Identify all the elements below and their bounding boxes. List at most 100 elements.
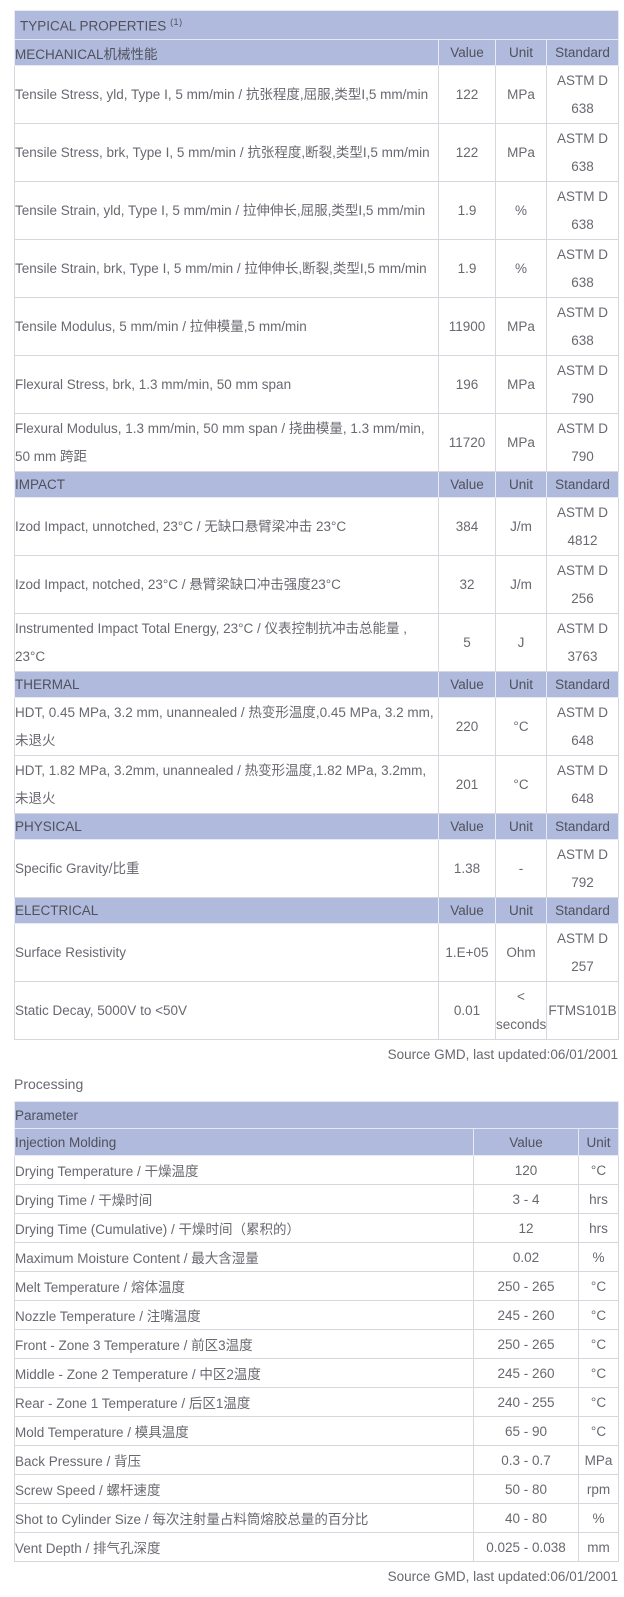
property-standard-cell: ASTM D 790 — [546, 355, 619, 414]
column-header-standard: Standard — [546, 471, 619, 498]
property-row: Specific Gravity/比重 1.38- ASTM D 792 — [14, 839, 619, 898]
property-unit-cell: °C — [495, 697, 547, 756]
processing-unit-cell: °C — [578, 1300, 619, 1330]
processing-parameter-cell: Mold Temperature / 模具温度 — [14, 1416, 474, 1446]
processing-unit-cell: % — [578, 1503, 619, 1533]
processing-unit-cell: hrs — [578, 1213, 619, 1243]
processing-value-cell: 65 - 90 — [473, 1416, 579, 1446]
processing-parameter-cell: Screw Speed / 螺杆速度 — [14, 1474, 474, 1504]
processing-value-cell: 250 - 265 — [473, 1329, 579, 1359]
property-unit-cell: < seconds — [495, 981, 547, 1040]
property-unit-cell: MPa — [495, 355, 547, 414]
section-header-row: THERMAL Value Unit Standard — [14, 671, 619, 698]
processing-parameter-cell: Back Pressure / 背压 — [14, 1445, 474, 1475]
processing-value-cell: 0.3 - 0.7 — [473, 1445, 579, 1475]
processing-row: Mold Temperature / 模具温度 65 - 90 °C — [14, 1416, 619, 1446]
property-row: Tensile Stress, brk, Type I, 5 mm/min / … — [14, 123, 619, 182]
footnote-marker: (1) — [170, 16, 183, 27]
processing-value-cell: 3 - 4 — [473, 1184, 579, 1214]
processing-row: Front - Zone 3 Temperature / 前区3温度 250 - … — [14, 1329, 619, 1359]
section-name-cell: IMPACT — [14, 471, 439, 498]
property-unit-cell: MPa — [495, 123, 547, 182]
section-header-row: IMPACT Value Unit Standard — [14, 471, 619, 498]
property-standard-cell: ASTM D 4812 — [546, 497, 619, 556]
property-row: Surface Resistivity 1.E+05 Ohm ASTM D 257 — [14, 923, 619, 982]
column-header-standard: Standard — [546, 39, 619, 66]
column-header-value: Value — [438, 813, 496, 840]
property-name-cell: Tensile Modulus, 5 mm/min / 拉伸模量,5 mm/mi… — [14, 297, 439, 356]
column-header-standard: Standard — [546, 813, 619, 840]
processing-parameter-cell: Rear - Zone 1 Temperature / 后区1温度 — [14, 1387, 474, 1417]
section-header-row: PHYSICAL Value Unit Standard — [14, 813, 619, 840]
property-standard-cell: ASTM D 638 — [546, 239, 619, 298]
processing-parameter-cell: Front - Zone 3 Temperature / 前区3温度 — [14, 1329, 474, 1359]
property-unit-cell: J/m — [495, 555, 547, 614]
processing-row: Vent Depth / 排气孔深度 0.025 - 0.038 mm — [14, 1532, 619, 1562]
property-standard-cell: ASTM D 638 — [546, 123, 619, 182]
property-standard-cell: ASTM D 256 — [546, 555, 619, 614]
processing-row: Shot to Cylinder Size / 每次注射量占料筒熔胶总量的百分比… — [14, 1503, 619, 1533]
property-row: Instrumented Impact Total Energy, 23°C /… — [14, 613, 619, 672]
property-row: Flexural Stress, brk, 1.3 mm/min, 50 mm … — [14, 355, 619, 414]
property-row: Flexural Modulus, 1.3 mm/min, 50 mm span… — [14, 413, 619, 472]
property-unit-cell: % — [495, 181, 547, 240]
property-standard-cell: ASTM D 648 — [546, 755, 619, 814]
processing-parameter-cell: Middle - Zone 2 Temperature / 中区2温度 — [14, 1358, 474, 1388]
section-name-cell: ELECTRICAL — [14, 897, 439, 924]
typical-properties-title-row: TYPICAL PROPERTIES (1) — [14, 10, 619, 40]
property-value-cell: 384 — [438, 497, 496, 556]
processing-unit-cell: °C — [578, 1155, 619, 1185]
column-header-unit: Unit — [495, 471, 547, 498]
processing-unit-cell: % — [578, 1242, 619, 1272]
column-header-value: Value — [438, 671, 496, 698]
processing-value-cell: 245 - 260 — [473, 1300, 579, 1330]
processing-row: Middle - Zone 2 Temperature / 中区2温度 245 -… — [14, 1358, 619, 1388]
property-row: Static Decay, 5000V to <50V 0.01 < seconds… — [14, 981, 619, 1040]
property-name-cell: Izod Impact, notched, 23°C / 悬臂梁缺口冲击强度23… — [14, 555, 439, 614]
column-header-value: Value — [438, 39, 496, 66]
property-name-cell: Tensile Strain, brk, Type I, 5 mm/min / … — [14, 239, 439, 298]
processing-row: Drying Time / 干燥时间 3 - 4 hrs — [14, 1184, 619, 1214]
processing-row: Drying Time (Cumulative) / 干燥时间（累积的） 12 hr… — [14, 1213, 619, 1243]
property-name-cell: Flexural Stress, brk, 1.3 mm/min, 50 mm … — [14, 355, 439, 414]
processing-value-cell: 12 — [473, 1213, 579, 1243]
property-value-cell: 32 — [438, 555, 496, 614]
processing-value-cell: 0.02 — [473, 1242, 579, 1272]
processing-unit-cell: rpm — [578, 1474, 619, 1504]
property-name-cell: Instrumented Impact Total Energy, 23°C /… — [14, 613, 439, 672]
property-unit-cell: J/m — [495, 497, 547, 556]
column-header-value: Value — [438, 897, 496, 924]
property-row: Izod Impact, notched, 23°C / 悬臂梁缺口冲击强度23… — [14, 555, 619, 614]
property-standard-cell: ASTM D 3763 — [546, 613, 619, 672]
processing-value-cell: 40 - 80 — [473, 1503, 579, 1533]
processing-parameter-cell: Vent Depth / 排气孔深度 — [14, 1532, 474, 1562]
property-value-cell: 0.01 — [438, 981, 496, 1040]
source-note-processing: Source GMD, last updated:06/01/2001 — [387, 1569, 618, 1584]
property-name-cell: Izod Impact, unnotched, 23°C / 无缺口悬臂梁冲击 … — [14, 497, 439, 556]
property-value-cell: 11720 — [438, 413, 496, 472]
processing-subheader-row: Injection Molding Value Unit — [14, 1128, 619, 1156]
property-name-cell: Static Decay, 5000V to <50V — [14, 981, 439, 1040]
property-name-cell: Tensile Stress, yld, Type I, 5 mm/min / … — [14, 65, 439, 124]
property-value-cell: 220 — [438, 697, 496, 756]
processing-parameter-cell: Drying Time / 干燥时间 — [14, 1184, 474, 1214]
property-name-cell: Surface Resistivity — [14, 923, 439, 982]
section-name-cell: MECHANICAL机械性能 — [14, 39, 439, 66]
processing-parameter-cell: Nozzle Temperature / 注嘴温度 — [14, 1300, 474, 1330]
processing-value-cell: 250 - 265 — [473, 1271, 579, 1301]
processing-row: Melt Temperature / 熔体温度 250 - 265 °C — [14, 1271, 619, 1301]
processing-row: Back Pressure / 背压 0.3 - 0.7 MPa — [14, 1445, 619, 1475]
property-unit-cell: Ohm — [495, 923, 547, 982]
property-name-cell: Tensile Strain, yld, Type I, 5 mm/min / … — [14, 181, 439, 240]
property-standard-cell: ASTM D 790 — [546, 413, 619, 472]
property-unit-cell: J — [495, 613, 547, 672]
property-unit-cell: °C — [495, 755, 547, 814]
processing-parameter-cell: Drying Time (Cumulative) / 干燥时间（累积的） — [14, 1213, 474, 1243]
property-name-cell: HDT, 1.82 MPa, 3.2mm, unannealed / 热变形温度… — [14, 755, 439, 814]
processing-parameter-cell: Shot to Cylinder Size / 每次注射量占料筒熔胶总量的百分比 — [14, 1503, 474, 1533]
column-header-unit: Unit — [495, 671, 547, 698]
property-row: Tensile Strain, yld, Type I, 5 mm/min / … — [14, 181, 619, 240]
property-standard-cell: ASTM D 638 — [546, 297, 619, 356]
property-row: HDT, 0.45 MPa, 3.2 mm, unannealed / 热变形温… — [14, 697, 619, 756]
processing-unit-cell: °C — [578, 1416, 619, 1446]
